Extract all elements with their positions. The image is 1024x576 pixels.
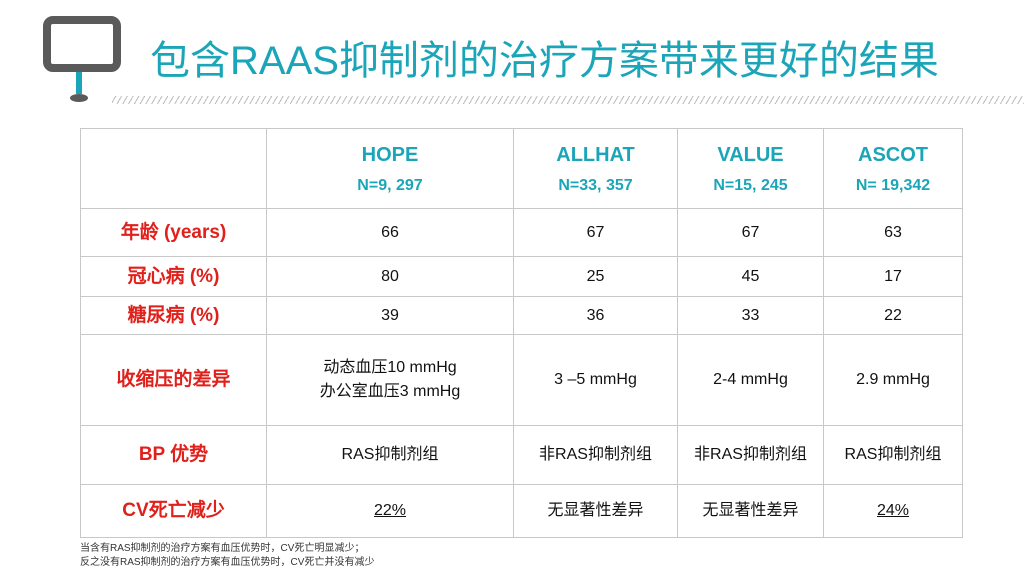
footnote-line: 反之没有RAS抑制剂的治疗方案有血压优势时，CV死亡并没有减少	[80, 557, 375, 568]
cell-text: 非RAS抑制剂组	[539, 446, 652, 463]
data-row: 收缩压的差异 动态血压10 mmHg 办公室血压3 mmHg 3 –5 mmHg 2-4…	[80, 334, 963, 426]
cell: 无显著性差异	[677, 484, 824, 538]
row-label: 年龄 (years)	[80, 208, 267, 257]
data-row: 年龄 (years) 66 67 67 63	[80, 208, 963, 257]
cell: 非RAS抑制剂组	[513, 425, 678, 485]
cell-text: 22	[884, 306, 902, 324]
trial-name: ASCOT	[858, 143, 928, 166]
cell-text: 3 –5 mmHg	[554, 371, 637, 388]
cell-text: 36	[586, 306, 605, 324]
cell-text: 无显著性差异	[547, 502, 644, 519]
data-row: CV死亡减少 22% 无显著性差异 无显著性差异 24%	[80, 484, 963, 538]
slide-title: 包含RAAS抑制剂的治疗方案带来更好的结果	[150, 39, 939, 83]
cell-line: 动态血压10 mmHg	[323, 359, 457, 376]
cell-text: 22%	[373, 502, 407, 519]
cell: 67	[513, 208, 678, 257]
cell-text: 33	[741, 306, 760, 324]
cell: 非RAS抑制剂组	[677, 425, 824, 485]
row-label: CV死亡减少	[80, 484, 267, 538]
trial-name: VALUE	[717, 143, 784, 166]
cell: 动态血压10 mmHg 办公室血压3 mmHg	[266, 334, 514, 426]
cell-text: 2-4 mmHg	[713, 371, 788, 388]
sample-size: N=15, 245	[713, 176, 788, 194]
cell: RAS抑制剂组	[266, 425, 514, 485]
sample-size: N=9, 297	[357, 176, 423, 194]
column-header: ASCOT N= 19,342	[823, 128, 963, 209]
cell: RAS抑制剂组	[823, 425, 963, 485]
cell: 24%	[823, 484, 963, 538]
divider	[112, 96, 1024, 104]
cell-text: 17	[884, 267, 902, 285]
cell-text: 25	[586, 267, 605, 285]
cell: 39	[266, 296, 514, 335]
footnote: 当含有RAS抑制剂的治疗方案有血压优势时，CV死亡明显减少； 反之没有RAS抑制剂…	[80, 542, 374, 570]
cell-text: 67	[741, 223, 760, 241]
trial-name: HOPE	[361, 143, 419, 166]
cell: 2.9 mmHg	[823, 334, 963, 426]
cell-text: 63	[884, 223, 902, 241]
corner-cell	[80, 128, 267, 209]
cell: 2-4 mmHg	[677, 334, 824, 426]
cell-text: RAS抑制剂组	[341, 446, 439, 463]
cell: 67	[677, 208, 824, 257]
cell-line: 办公室血压3 mmHg	[319, 383, 461, 400]
cell-text: 80	[381, 267, 399, 285]
column-header: HOPE N=9, 297	[266, 128, 514, 209]
cell: 45	[677, 256, 824, 297]
board-icon	[43, 16, 121, 102]
cell-text: 67	[586, 223, 605, 241]
cell-text: 非RAS抑制剂组	[694, 446, 807, 463]
cell: 33	[677, 296, 824, 335]
cell: 66	[266, 208, 514, 257]
data-row: 糖尿病 (%) 39 36 33 22	[80, 296, 963, 335]
cell-text: 24%	[876, 502, 910, 519]
column-header: ALLHAT N=33, 357	[513, 128, 678, 209]
sample-size: N= 19,342	[855, 176, 931, 194]
cell: 25	[513, 256, 678, 297]
cell: 63	[823, 208, 963, 257]
cell: 无显著性差异	[513, 484, 678, 538]
cell-text: 45	[741, 267, 760, 285]
cell-text: 39	[381, 306, 399, 324]
row-label: 糖尿病 (%)	[80, 296, 267, 335]
cell-text: RAS抑制剂组	[844, 446, 942, 463]
cell: 3 –5 mmHg	[513, 334, 678, 426]
cell: 36	[513, 296, 678, 335]
trial-name: ALLHAT	[556, 143, 635, 166]
header-row: HOPE N=9, 297 ALLHAT N=33, 357 VALUE N=15, 24…	[80, 128, 963, 209]
cell-text: 66	[381, 223, 399, 241]
cell-text: 无显著性差异	[702, 502, 799, 519]
column-header: VALUE N=15, 245	[677, 128, 824, 209]
cell: 17	[823, 256, 963, 297]
data-row: BP 优势 RAS抑制剂组 非RAS抑制剂组 非RAS抑制剂组 RAS抑制剂组	[80, 425, 963, 485]
comparison-table: HOPE N=9, 297 ALLHAT N=33, 357 VALUE N=15, 24…	[80, 128, 963, 538]
cell: 22	[823, 296, 963, 335]
row-label: BP 优势	[80, 425, 267, 485]
cell: 22%	[266, 484, 514, 538]
sample-size: N=33, 357	[558, 176, 633, 194]
row-label: 冠心病 (%)	[80, 256, 267, 297]
footnote-line: 当含有RAS抑制剂的治疗方案有血压优势时，CV死亡明显减少；	[80, 543, 365, 554]
cell: 80	[266, 256, 514, 297]
cell-text: 2.9 mmHg	[856, 371, 930, 388]
row-label: 收缩压的差异	[80, 334, 267, 426]
data-row: 冠心病 (%) 80 25 45 17	[80, 256, 963, 297]
